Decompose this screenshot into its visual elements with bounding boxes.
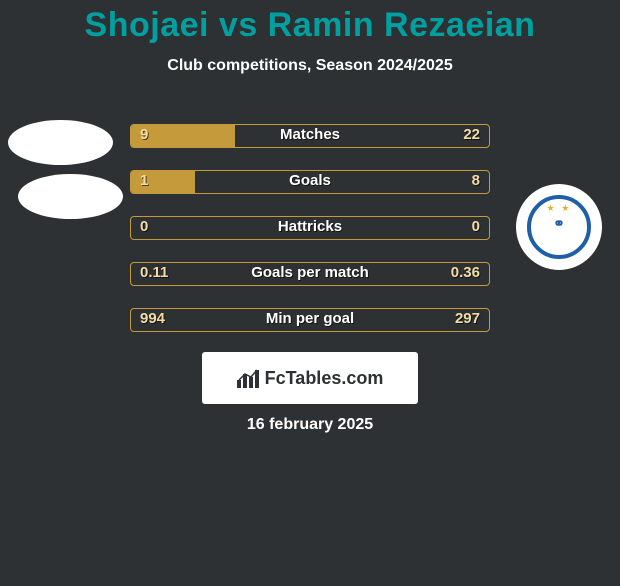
- brand-badge: FcTables.com: [202, 352, 418, 404]
- stat-row: 1Goals8: [0, 164, 620, 198]
- date-caption: 16 february 2025: [0, 416, 620, 434]
- stats-chart: 9Matches22 1Goals8 0Hattricks0 0.11Goals pe…: [0, 118, 620, 348]
- brand-text: FcTables.com: [265, 368, 384, 389]
- stat-value-right: 0: [472, 218, 480, 235]
- stat-value-right: 22: [463, 126, 480, 143]
- stat-row: 0Hattricks0: [0, 210, 620, 244]
- stat-label: Goals per match: [130, 264, 490, 281]
- stat-value-right: 0.36: [451, 264, 480, 281]
- stat-label: Goals: [130, 172, 490, 189]
- stat-label: Matches: [130, 126, 490, 143]
- page-title: Shojaei vs Ramin Rezaeian: [0, 6, 620, 45]
- stat-label: Hattricks: [130, 218, 490, 235]
- stat-row: 0.11Goals per match0.36: [0, 256, 620, 290]
- stat-row: 9Matches22: [0, 118, 620, 152]
- stat-row: 994Min per goal297: [0, 302, 620, 336]
- bar-chart-icon: [237, 368, 259, 388]
- stat-value-right: 297: [455, 310, 480, 327]
- stat-value-right: 8: [472, 172, 480, 189]
- stat-label: Min per goal: [130, 310, 490, 327]
- subtitle: Club competitions, Season 2024/2025: [0, 57, 620, 75]
